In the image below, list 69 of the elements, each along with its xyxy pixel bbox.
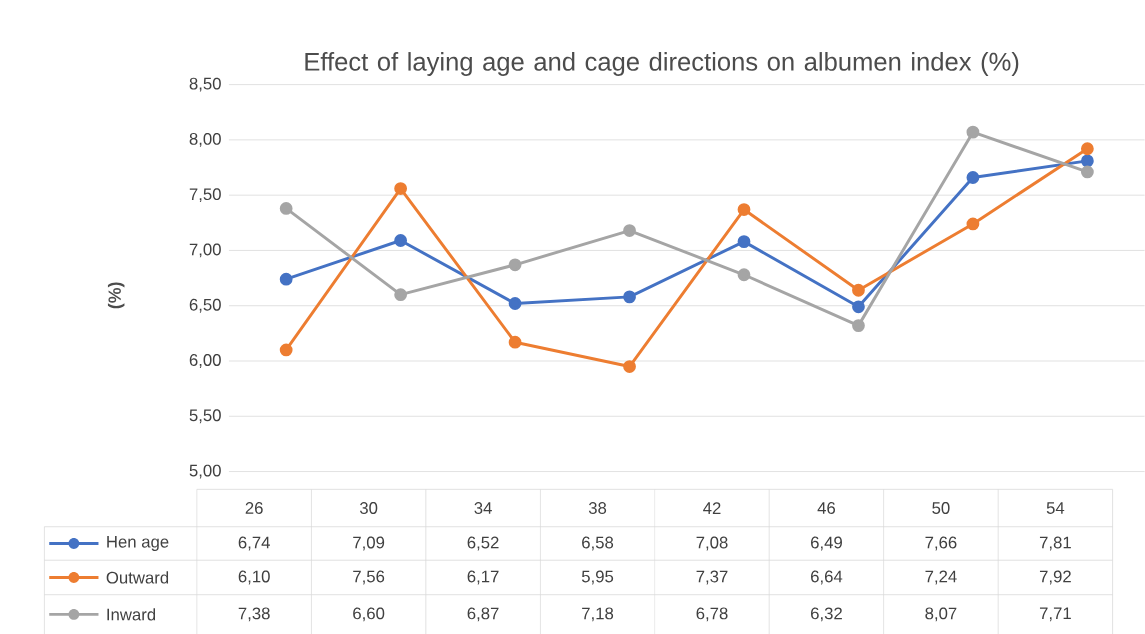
- y-tick-label: 8,00: [189, 132, 221, 147]
- point: [508, 335, 522, 349]
- y-tick-label: 5,50: [189, 409, 221, 423]
- point: [737, 268, 751, 281]
- x-tick-label: 46: [817, 501, 836, 514]
- data-label: 7,24: [925, 570, 957, 585]
- point: [623, 223, 636, 237]
- point: [966, 170, 980, 184]
- data-label: 6,87: [467, 607, 499, 622]
- point: [279, 272, 293, 286]
- point: [279, 201, 293, 215]
- y-tick-label: 7,00: [189, 243, 221, 258]
- data-label: 7,09: [353, 536, 385, 551]
- data-label: 5,95: [581, 570, 614, 585]
- point: [508, 296, 522, 310]
- point: [852, 283, 865, 297]
- data-label: 7,66: [925, 536, 957, 551]
- point: [737, 234, 751, 248]
- data-label: 6,17: [467, 570, 499, 585]
- data-label: 7,92: [1039, 570, 1071, 585]
- data-label: 7,18: [582, 607, 614, 622]
- point: [394, 288, 408, 301]
- point: [394, 181, 408, 195]
- data-label: 6,10: [238, 570, 270, 585]
- y-tick-label: 7,50: [189, 188, 221, 202]
- point: [852, 300, 865, 313]
- chart-title: Effect of laying age and cage directions on albumen index (%): [305, 51, 1019, 76]
- point: [1080, 142, 1094, 155]
- data-label: 6,58: [582, 536, 614, 551]
- data-label: 7,37: [696, 570, 728, 585]
- data-label: 7,81: [1039, 536, 1071, 551]
- point: [1080, 154, 1094, 168]
- x-tick-label: 42: [703, 501, 721, 514]
- legend-label: Inward: [107, 608, 156, 621]
- point: [737, 202, 751, 216]
- point: [279, 343, 293, 357]
- data-label: 6,49: [811, 536, 842, 551]
- y-tick-label: 6,50: [189, 298, 221, 313]
- point: [623, 359, 636, 373]
- data-label: 7,71: [1039, 607, 1071, 621]
- data-label: 8,07: [925, 607, 957, 622]
- legend-label: Hen age: [107, 535, 169, 551]
- x-tick-label: 34: [474, 501, 492, 514]
- legend-label: Outward: [106, 571, 169, 584]
- data-label: 7,08: [696, 536, 728, 551]
- y-axis-title: (%): [107, 282, 125, 309]
- data-label: 6,60: [353, 607, 385, 622]
- x-tick-label: 26: [245, 501, 263, 514]
- data-label: 6,32: [811, 607, 842, 622]
- x-tick-label: 54: [1046, 501, 1065, 514]
- point: [508, 258, 522, 271]
- data-label: 6,52: [467, 536, 499, 551]
- x-tick-label: 30: [359, 501, 378, 514]
- point: [623, 290, 636, 304]
- point: [852, 318, 865, 332]
- y-tick-label: 8,50: [189, 77, 221, 92]
- data-label: 6,64: [811, 570, 843, 585]
- data-label: 7,38: [238, 607, 270, 622]
- data-label: 7,56: [353, 570, 385, 585]
- y-tick-label: 5,00: [189, 464, 221, 479]
- point: [1080, 165, 1094, 179]
- x-tick-label: 50: [932, 501, 950, 514]
- point: [966, 217, 980, 231]
- y-tick-label: 6,00: [189, 353, 221, 368]
- data-label: 6,78: [696, 607, 728, 622]
- point: [966, 125, 980, 139]
- x-tick-label: 38: [588, 501, 607, 514]
- point: [394, 233, 408, 247]
- data-label: 6,74: [238, 536, 270, 551]
